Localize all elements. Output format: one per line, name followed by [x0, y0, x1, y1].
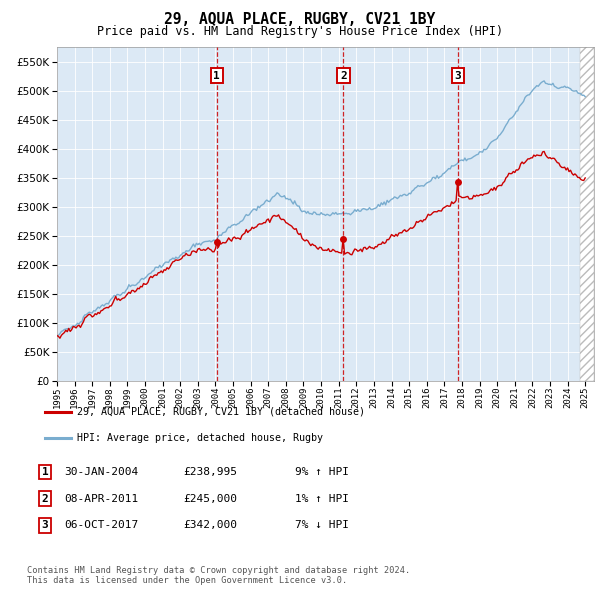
Text: 3: 3 [41, 520, 49, 530]
Text: 30-JAN-2004: 30-JAN-2004 [64, 467, 139, 477]
Text: HPI: Average price, detached house, Rugby: HPI: Average price, detached house, Rugb… [77, 433, 323, 442]
Text: 7% ↓ HPI: 7% ↓ HPI [295, 520, 349, 530]
Text: 1: 1 [214, 71, 220, 80]
Text: Price paid vs. HM Land Registry's House Price Index (HPI): Price paid vs. HM Land Registry's House … [97, 25, 503, 38]
Text: 9% ↑ HPI: 9% ↑ HPI [295, 467, 349, 477]
Text: 06-OCT-2017: 06-OCT-2017 [64, 520, 139, 530]
Text: £342,000: £342,000 [183, 520, 237, 530]
Text: 29, AQUA PLACE, RUGBY, CV21 1BY: 29, AQUA PLACE, RUGBY, CV21 1BY [164, 12, 436, 27]
Text: 2: 2 [340, 71, 347, 80]
Text: 3: 3 [454, 71, 461, 80]
Text: 29, AQUA PLACE, RUGBY, CV21 1BY (detached house): 29, AQUA PLACE, RUGBY, CV21 1BY (detache… [77, 407, 365, 417]
Text: 1% ↑ HPI: 1% ↑ HPI [295, 494, 349, 503]
Text: 2: 2 [41, 494, 49, 503]
Text: £245,000: £245,000 [183, 494, 237, 503]
Text: 08-APR-2011: 08-APR-2011 [64, 494, 139, 503]
Text: Contains HM Land Registry data © Crown copyright and database right 2024.
This d: Contains HM Land Registry data © Crown c… [27, 566, 410, 585]
Text: £238,995: £238,995 [183, 467, 237, 477]
Text: 1: 1 [41, 467, 49, 477]
